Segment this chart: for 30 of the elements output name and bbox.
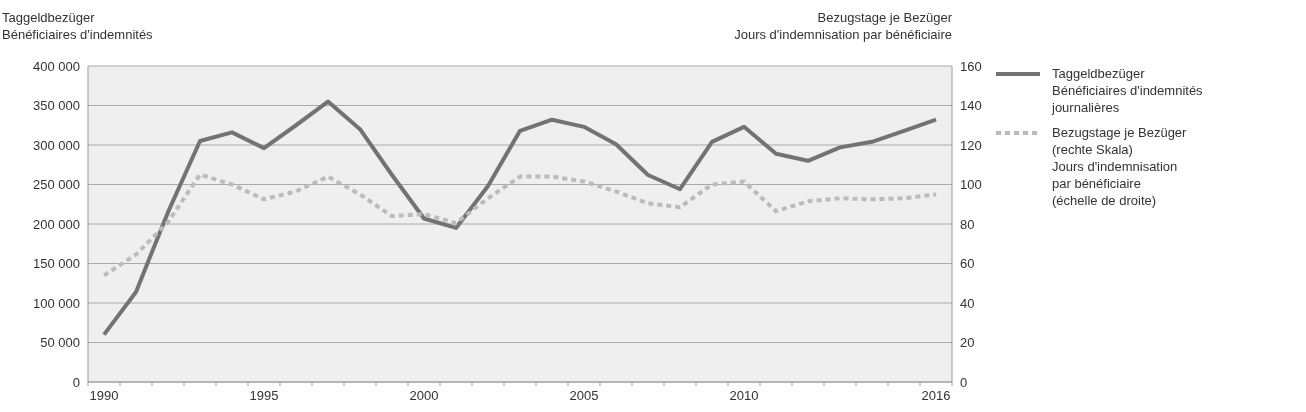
- y-tick-label: 150 000: [33, 256, 80, 271]
- y2-tick-label: 160: [960, 58, 982, 74]
- y-tick-label: 250 000: [33, 177, 80, 192]
- y-axis-title: Taggeldbezüger Bénéficiaires d'indemnités: [2, 10, 154, 42]
- y-tick-label: 300 000: [33, 137, 80, 153]
- x-tick-label: 2016: [921, 388, 951, 403]
- y2-tick-label: 140: [960, 98, 982, 113]
- y-tick-label: 100 000: [33, 295, 80, 311]
- y2-axis-title: Bezugstage je Bezüger Jours d'indemnisation par bénéficiaire: [734, 10, 953, 42]
- y-tick-label: 0: [72, 374, 80, 390]
- x-tick-label: 1995: [249, 388, 279, 403]
- y2-tick-label: 20: [960, 335, 975, 350]
- legend-label: Bezugstage je Bezüger (rechte Skala) Jours d'indemnisation par bénéficiaire (échelle de droite): [1052, 125, 1188, 208]
- y2-tick-label: 80: [960, 216, 975, 232]
- line-series: [102, 99, 938, 337]
- y2-tick-label: 60: [960, 256, 975, 271]
- y-tick-label: 350 000: [33, 98, 80, 113]
- y-tick-label: 400 000: [33, 58, 80, 74]
- y-tick-label: 200 000: [33, 216, 80, 232]
- x-tick-label: 2005: [569, 388, 599, 403]
- x-tick-label: 1990: [89, 388, 119, 403]
- y-tick-label: 50 000: [40, 335, 80, 350]
- y2-tick-label: 0: [960, 374, 968, 390]
- y2-tick-label: 100: [960, 177, 982, 192]
- legend-label: Taggeldbezüger Bénéficiaires d'indemnités journalières: [1051, 66, 1204, 115]
- line-series: [102, 172, 938, 278]
- x-tick-label: 2000: [409, 388, 439, 403]
- x-tick-label: 2010: [729, 388, 759, 403]
- y2-tick-label: 40: [960, 295, 975, 311]
- y2-tick-label: 120: [960, 137, 982, 153]
